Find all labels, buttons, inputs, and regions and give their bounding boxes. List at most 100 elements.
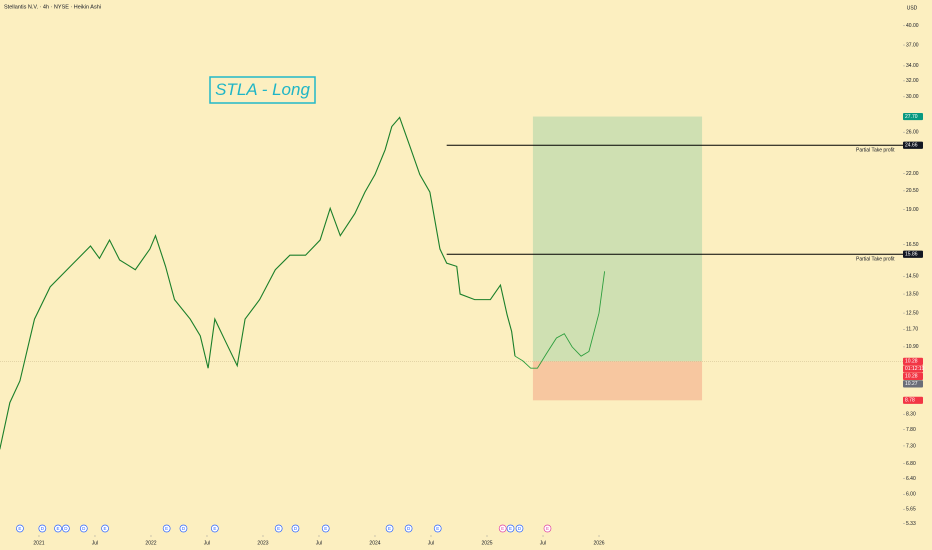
event-label: E	[104, 526, 107, 531]
plot: Partial Take profit Partial Take profit	[0, 116, 903, 450]
event-icon	[433, 524, 442, 533]
annotation: STLA - Long	[215, 80, 310, 99]
y-tick-label: 13.50	[906, 291, 919, 297]
profit-zone	[532, 116, 703, 362]
y-tick-label: 5.33	[906, 521, 916, 527]
event-icon	[543, 524, 552, 533]
price-tag	[903, 365, 923, 373]
loss-zone	[532, 361, 703, 401]
event-icon	[506, 524, 515, 533]
event-label: D	[407, 526, 411, 531]
y-tick-label: 6.00	[906, 492, 916, 498]
event-icon	[385, 524, 394, 533]
event-label: D	[294, 526, 298, 531]
x-tick-label: 2026	[593, 540, 604, 546]
take-profit-label: Partial Take profit	[856, 148, 895, 154]
price-tag-label: 10.27	[905, 381, 918, 387]
event-icon	[404, 524, 413, 533]
price-tag-label: 8.78	[905, 398, 915, 404]
y-tick-label: 11.70	[906, 327, 918, 333]
y-tick-label: 7.30	[906, 443, 916, 449]
take-profit-label: Partial Take profit	[856, 257, 895, 263]
event-icon	[498, 524, 507, 533]
price-tag-label: 27.70	[905, 114, 918, 120]
y-tick-label: 19.00	[906, 207, 919, 213]
price-tag-label: 15.86	[905, 252, 918, 258]
y-tick-label: 20.50	[906, 188, 919, 194]
event-label: E	[388, 526, 391, 531]
event-icon	[38, 524, 47, 533]
y-tick-label: 22.00	[906, 171, 919, 177]
y-tick-label: 6.40	[906, 476, 916, 482]
event-icon	[162, 524, 171, 533]
x-tick-label: 2022	[145, 540, 156, 546]
y-tick-label: 37.00	[906, 42, 919, 48]
x-tick-label: Jul	[92, 540, 98, 546]
y-tick-label: 40.00	[906, 23, 919, 29]
x-tick-label: 2024	[369, 540, 380, 546]
event-icon	[16, 524, 24, 533]
annotation-box	[209, 76, 316, 104]
event-label: D	[41, 526, 45, 531]
x-tick-label: 2021	[33, 540, 44, 546]
event-icon	[79, 524, 88, 533]
x-tick-label: Jul	[204, 540, 210, 546]
price-tag	[903, 141, 923, 149]
x-tick-label: 2025	[481, 540, 492, 546]
event-icon	[54, 524, 62, 533]
event-label: E	[509, 526, 512, 531]
x-tick-label: Jul	[428, 540, 434, 546]
event-label: E	[277, 526, 280, 531]
price-tag-label: 10.28	[905, 374, 918, 380]
event-label: D	[64, 526, 68, 531]
y-tick-label: 34.00	[906, 63, 919, 69]
event-label: E	[18, 526, 21, 531]
event-label: E	[57, 526, 60, 531]
price-tag	[903, 372, 923, 380]
x-tick-label: 2023	[257, 540, 268, 546]
y-tick-label: 32.00	[906, 78, 919, 84]
event-label: D	[82, 526, 86, 531]
event-icon	[515, 524, 524, 533]
y-tick-label: 30.00	[906, 94, 919, 100]
price-tag-label: 10.28	[905, 359, 918, 365]
price-tag-label: 24.66	[905, 143, 918, 149]
event-label: E	[501, 526, 504, 531]
price-line	[0, 116, 516, 450]
y-tick-label: 16.50	[906, 242, 919, 248]
price-tag	[903, 357, 923, 365]
event-icon	[101, 524, 109, 533]
event-label: E	[324, 526, 327, 531]
event-label: E	[213, 526, 216, 531]
event-label: D	[182, 526, 186, 531]
event-label: E	[436, 526, 439, 531]
y-tick-label: 5.65	[906, 507, 916, 513]
x-tick-label: Jul	[540, 540, 546, 546]
y-tick-label: 26.00	[906, 130, 919, 136]
y-tick-label: 7.80	[906, 427, 916, 433]
event-label: D	[518, 526, 522, 531]
projection-line	[514, 271, 606, 369]
event-label: E	[546, 526, 549, 531]
event-icon	[291, 524, 300, 533]
event-label: E	[165, 526, 168, 531]
y-tick-label: 6.80	[906, 461, 916, 467]
price-tag	[903, 380, 923, 388]
event-icon	[179, 524, 188, 533]
y-tick-label: 8.30	[906, 412, 916, 418]
price-tag	[903, 250, 923, 258]
event-icon	[274, 524, 283, 533]
event-icon	[210, 524, 219, 533]
y-tick-label: 10.90	[906, 344, 919, 350]
price-tag	[903, 396, 923, 404]
y-tick-label: 14.50	[906, 274, 919, 280]
price-tag-label: 01:12:19	[905, 366, 925, 372]
event-icon	[321, 524, 330, 533]
currency: USD	[907, 5, 918, 11]
event-icon	[62, 524, 70, 533]
price-tag	[903, 112, 923, 121]
y-tick-label: 12.50	[906, 310, 919, 316]
x-tick-label: Jul	[316, 540, 322, 546]
